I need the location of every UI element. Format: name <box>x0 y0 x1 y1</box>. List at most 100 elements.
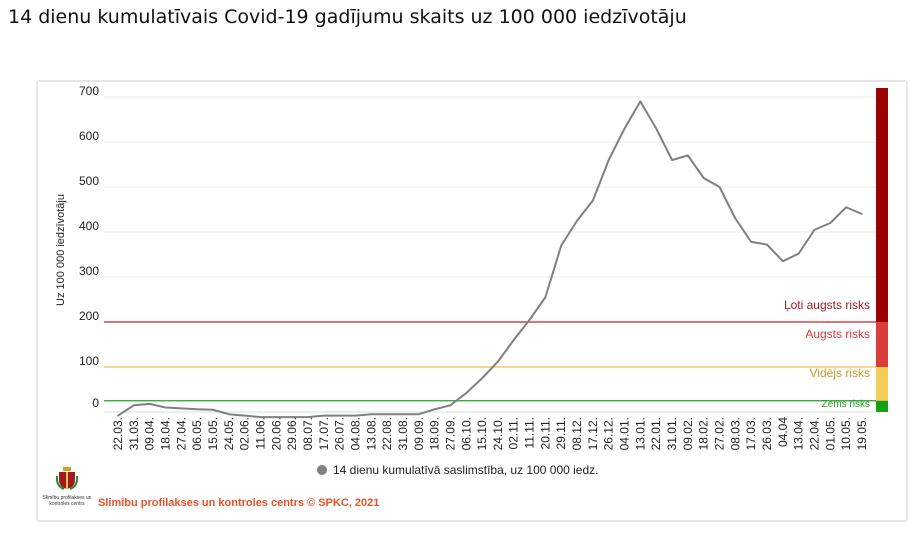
x-tick-label: 26.03. <box>760 417 774 450</box>
x-tick-label: 22.08. <box>380 417 394 450</box>
x-tick-label: 09.04. <box>143 417 157 450</box>
y-tick-label: 0 <box>92 396 99 410</box>
data-point <box>117 414 119 417</box>
x-tick-label: 08.07. <box>301 417 315 450</box>
y-tick-label: 400 <box>79 219 99 233</box>
data-point <box>702 177 705 179</box>
risk-label: Zems risks <box>822 399 870 410</box>
x-tick-label: 19.05. <box>855 417 869 450</box>
data-point <box>544 296 547 299</box>
chart-card <box>36 80 908 522</box>
y-tick-label: 700 <box>79 84 99 98</box>
x-tick-label: 09.09. <box>412 417 426 450</box>
x-tick-label: 27.09. <box>443 417 457 450</box>
x-tick-label: 11.11. <box>523 417 537 449</box>
x-tick-label: 20.06. <box>269 417 283 450</box>
x-tick-label: 26.12. <box>602 417 616 450</box>
data-point <box>655 127 658 130</box>
data-point <box>861 213 863 215</box>
x-tick-label: 29.06. <box>285 417 299 450</box>
series-line <box>117 100 863 419</box>
x-tick-label: 15.05. <box>206 417 220 450</box>
x-tick-label: 08.03. <box>728 417 742 450</box>
footer-credit: Slimību profilakses un kontroles centrs … <box>98 497 380 509</box>
risk-band <box>876 322 888 367</box>
x-tick-label: 17.03. <box>744 417 758 450</box>
x-tick-label: 11.06. <box>253 417 267 449</box>
x-tick-label: 06.05. <box>190 417 204 450</box>
data-point <box>845 206 847 209</box>
x-tick-label: 10.05. <box>839 417 853 450</box>
data-point <box>433 408 436 411</box>
x-tick-label: 17.12. <box>586 417 600 450</box>
data-point <box>449 404 452 407</box>
x-tick-label: 31.03. <box>127 417 141 450</box>
data-point <box>212 408 214 411</box>
data-point <box>592 199 594 202</box>
y-tick-label: 600 <box>79 129 99 143</box>
x-tick-label: 18.02. <box>697 417 711 450</box>
data-point <box>148 403 151 405</box>
x-tick-label: 08.12. <box>570 417 584 450</box>
data-point <box>196 408 198 411</box>
data-point <box>322 414 325 417</box>
data-point <box>402 413 404 416</box>
data-point <box>243 414 246 417</box>
x-tick-label: 13.08. <box>364 417 378 450</box>
data-point <box>164 406 167 409</box>
data-point <box>133 404 135 407</box>
risk-label: Ļoti augsts risks <box>784 298 870 312</box>
data-point <box>386 413 388 416</box>
y-tick-label: 200 <box>79 309 99 323</box>
x-tick-label: 06.10. <box>459 417 473 450</box>
data-point <box>560 244 563 247</box>
x-tick-label: 02.06. <box>238 417 252 450</box>
x-tick-label: 29.11. <box>554 417 568 449</box>
data-point <box>354 414 357 417</box>
x-tick-label: 17.07. <box>317 417 331 450</box>
x-tick-label: 26.07. <box>333 417 347 450</box>
logo-text: Slimību profilakses un kontroles centrs <box>42 495 92 507</box>
data-point <box>766 243 768 246</box>
data-point <box>481 377 483 380</box>
data-point <box>671 159 673 161</box>
x-tick-label: 18.09. <box>428 417 442 450</box>
spkc-logo: Slimību profilakses un kontroles centrs <box>42 466 92 507</box>
x-tick-label: 04.08. <box>348 417 362 450</box>
data-point <box>813 228 816 231</box>
data-point <box>639 100 642 103</box>
data-point <box>275 416 278 418</box>
data-point <box>228 413 230 416</box>
data-point <box>687 154 689 157</box>
data-point <box>180 407 183 410</box>
x-tick-label: 15.10. <box>475 417 489 450</box>
x-tick-label: 01.05. <box>823 417 837 450</box>
data-point <box>718 186 721 188</box>
data-point <box>734 217 737 220</box>
risk-label: Vidējs risks <box>810 366 870 380</box>
data-point <box>512 339 515 341</box>
x-tick-label: 31.01. <box>665 417 679 450</box>
x-tick-label: 24.05. <box>222 417 236 450</box>
y-tick-label: 100 <box>79 354 99 368</box>
x-tick-label: 20.11. <box>538 417 552 449</box>
x-tick-label: 31.08. <box>396 417 410 450</box>
x-tick-label: 22.01. <box>649 417 663 450</box>
data-point <box>338 414 341 417</box>
data-point <box>465 392 468 394</box>
y-tick-label: 300 <box>79 264 99 278</box>
data-point <box>259 416 262 418</box>
y-axis-title: Uz 100 000 iedzīvotāju <box>55 194 67 306</box>
x-tick-label: 24.10. <box>491 417 505 450</box>
data-point <box>750 241 752 243</box>
risk-band <box>876 400 888 412</box>
data-point <box>417 413 420 416</box>
data-point <box>528 318 531 321</box>
data-point <box>576 219 578 222</box>
page-title: 14 dienu kumulatīvais Covid-19 gadījumu … <box>8 6 687 28</box>
risk-band <box>876 367 888 401</box>
risk-band <box>876 88 888 322</box>
x-tick-label: 13.01. <box>633 417 647 450</box>
coat-of-arms-icon <box>55 467 79 490</box>
data-point <box>782 260 784 263</box>
